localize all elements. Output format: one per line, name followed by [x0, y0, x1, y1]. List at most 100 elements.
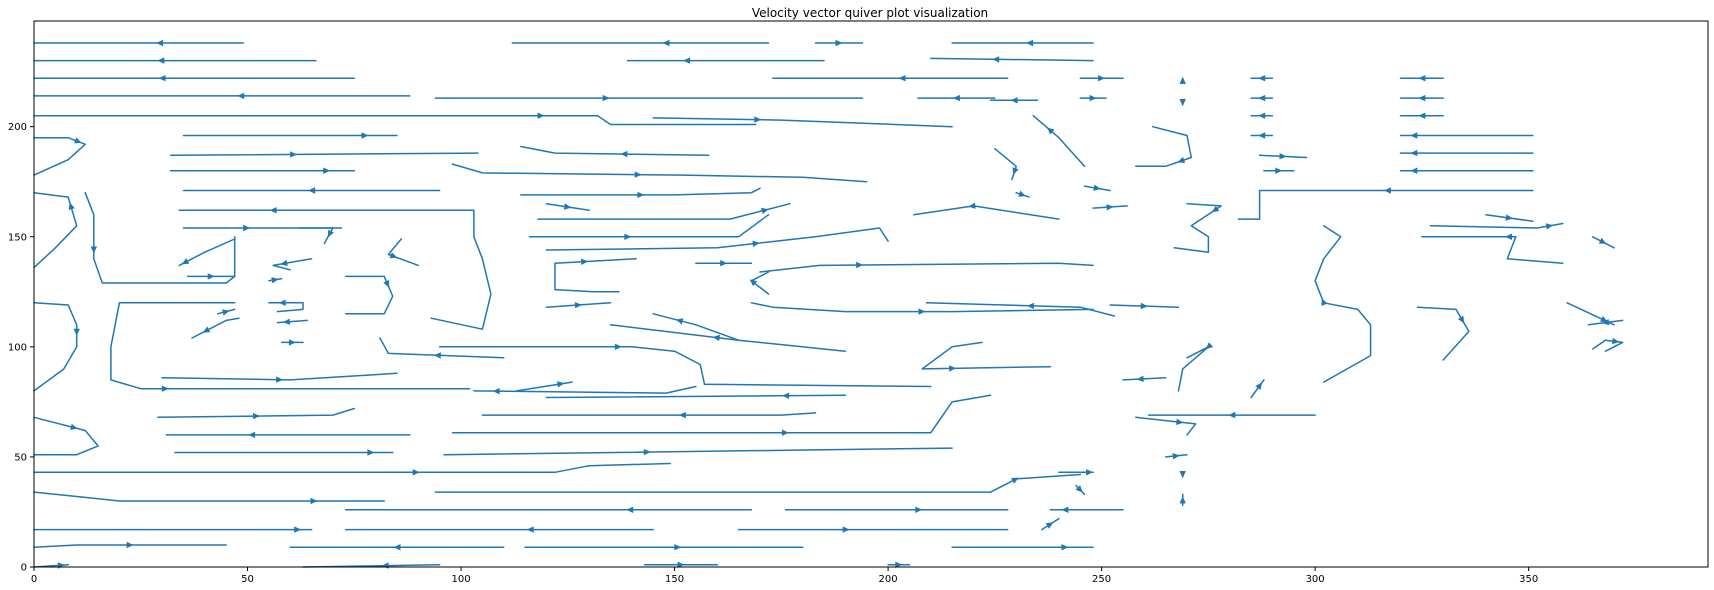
streamline-arrow — [1026, 39, 1034, 47]
streamline-arrow — [181, 258, 190, 265]
streamline — [438, 346, 932, 388]
streamline — [110, 302, 471, 390]
streamline-arrow — [624, 233, 632, 240]
streamline — [33, 462, 672, 474]
streamline-arrow — [1418, 112, 1426, 119]
streamline-arrow — [68, 202, 75, 210]
streamline — [33, 416, 99, 456]
streamline-arrow — [381, 562, 389, 569]
streamline-arrow — [781, 429, 789, 436]
streamline — [1429, 222, 1564, 229]
streamline — [481, 412, 817, 416]
streamline-arrow — [1505, 233, 1512, 240]
streamline — [921, 341, 1052, 370]
streamline-arrow — [712, 334, 720, 342]
streamline-arrow — [492, 388, 500, 395]
streamline-arrow — [361, 132, 369, 139]
streamline-arrow — [222, 309, 230, 316]
streamline — [276, 319, 309, 324]
streamline — [528, 213, 770, 238]
x-tick-label: 100 — [451, 574, 470, 585]
streamline-arrow — [1383, 187, 1391, 194]
streamline-arrow — [271, 277, 279, 284]
streamline-arrow — [278, 299, 286, 306]
streamline-arrow — [662, 39, 670, 47]
streamline — [912, 205, 1060, 220]
streamline-arrow — [253, 412, 261, 420]
y-tick-label: 50 — [14, 452, 27, 463]
streamline-arrow — [1258, 112, 1266, 119]
streamline-arrow — [856, 261, 864, 269]
streamline — [652, 117, 953, 128]
plot-frame — [33, 20, 1709, 568]
streamline-arrow — [918, 308, 926, 315]
streamline-arrow — [992, 56, 1000, 63]
streamline-arrow — [282, 318, 291, 325]
streamline-arrow — [749, 279, 758, 287]
streamline-arrow — [1136, 375, 1144, 382]
streamline-arrow — [1011, 477, 1019, 484]
streamline — [1173, 202, 1222, 253]
streamline-arrow — [752, 240, 760, 247]
streamline-arrow — [288, 339, 296, 346]
streamline-arrow — [294, 526, 302, 533]
streamline — [272, 258, 313, 271]
streamline-arrow — [1106, 204, 1114, 211]
streamline — [33, 191, 78, 269]
streamline-arrow — [1179, 76, 1186, 84]
streamline — [473, 385, 697, 394]
streamline-arrow — [1012, 167, 1019, 175]
streamline-arrow — [1228, 411, 1236, 419]
streamline — [379, 337, 505, 359]
streamline-arrow — [761, 207, 769, 214]
streamline-arrow — [290, 151, 298, 158]
streamline-arrow — [720, 260, 728, 267]
streamline-arrow — [634, 171, 642, 178]
streamline-arrow — [835, 39, 843, 47]
streamline — [1421, 236, 1564, 264]
streamline-arrow — [126, 541, 134, 549]
streamline-arrow — [1179, 471, 1186, 478]
streamline-arrow — [157, 57, 165, 64]
streamline-arrow — [968, 202, 976, 209]
streamline — [1135, 416, 1197, 436]
streamline-arrow — [537, 112, 545, 119]
x-tick-label: 350 — [1519, 574, 1538, 585]
streamline-arrow — [1140, 302, 1148, 310]
streamline-arrow — [57, 562, 65, 569]
streamline — [387, 238, 420, 267]
streamline-arrow — [675, 318, 684, 325]
streamline — [84, 191, 236, 284]
streamline-arrow — [683, 57, 690, 64]
streamline-arrow — [237, 92, 245, 100]
streamline — [298, 227, 334, 245]
streamline-arrow — [308, 187, 316, 194]
streamline-arrow — [1075, 485, 1083, 493]
streamline-arrow — [1258, 94, 1266, 102]
x-axis: 0 50 100 150 200 250 300 350 — [31, 567, 1538, 585]
streamline-arrow — [782, 392, 790, 399]
x-tick-label: 50 — [241, 574, 254, 585]
streamline-arrow — [1010, 97, 1018, 104]
streamline-arrow — [1027, 302, 1035, 310]
streamline — [451, 163, 868, 183]
streamline-arrow — [1279, 153, 1287, 160]
streamline — [520, 187, 761, 196]
streamline-arrow — [754, 116, 762, 123]
y-tick-label: 200 — [8, 122, 27, 133]
streamline — [178, 209, 492, 330]
streamline-arrow — [269, 207, 277, 214]
streamline — [520, 145, 710, 157]
streamline — [1177, 346, 1210, 392]
streamline-arrow — [389, 252, 398, 259]
x-tick-label: 150 — [665, 574, 684, 585]
streamline — [434, 473, 1082, 493]
streamline-arrow — [526, 526, 534, 533]
streamline — [268, 302, 304, 313]
x-tick-label: 300 — [1306, 574, 1325, 585]
streamline — [344, 275, 394, 315]
streamline — [33, 302, 78, 392]
y-tick-label: 100 — [8, 342, 27, 353]
streamline-arrow — [898, 75, 906, 82]
